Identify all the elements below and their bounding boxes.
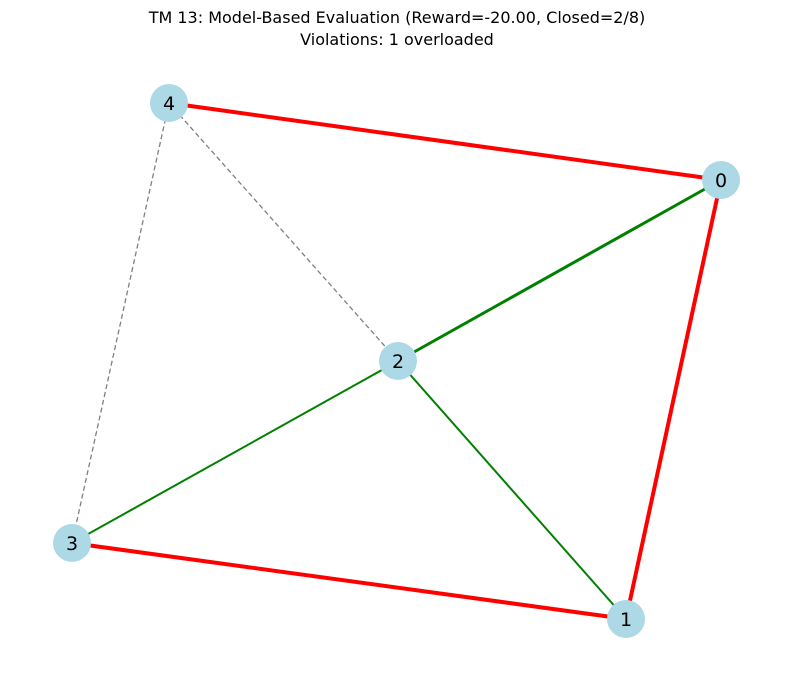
node-label: 1 bbox=[620, 609, 632, 631]
edge-3-1 bbox=[71, 541, 627, 621]
diagram-subtitle: Violations: 1 overloaded bbox=[300, 30, 494, 49]
edge-4-2 bbox=[168, 102, 399, 362]
edge-2-1 bbox=[397, 360, 627, 620]
node-label: 0 bbox=[715, 170, 727, 192]
node-circle bbox=[150, 84, 188, 122]
node-label: 4 bbox=[163, 93, 175, 115]
node-1: 1 bbox=[607, 600, 645, 638]
edge-0-2 bbox=[397, 178, 722, 363]
node-label: 3 bbox=[66, 533, 78, 555]
node-3: 3 bbox=[53, 524, 91, 562]
node-circle bbox=[379, 342, 417, 380]
edge-2-3 bbox=[71, 360, 399, 544]
node-2: 2 bbox=[379, 342, 417, 380]
node-0: 0 bbox=[702, 161, 740, 199]
node-circle bbox=[53, 524, 91, 562]
node-label: 2 bbox=[392, 351, 404, 373]
edge-4-3 bbox=[71, 102, 170, 544]
diagram-title: TM 13: Model-Based Evaluation (Reward=-2… bbox=[148, 8, 646, 27]
node-circle bbox=[607, 600, 645, 638]
edge-4-0 bbox=[168, 101, 722, 182]
edge-0-1 bbox=[624, 179, 723, 620]
node-4: 4 bbox=[150, 84, 188, 122]
node-circle bbox=[702, 161, 740, 199]
